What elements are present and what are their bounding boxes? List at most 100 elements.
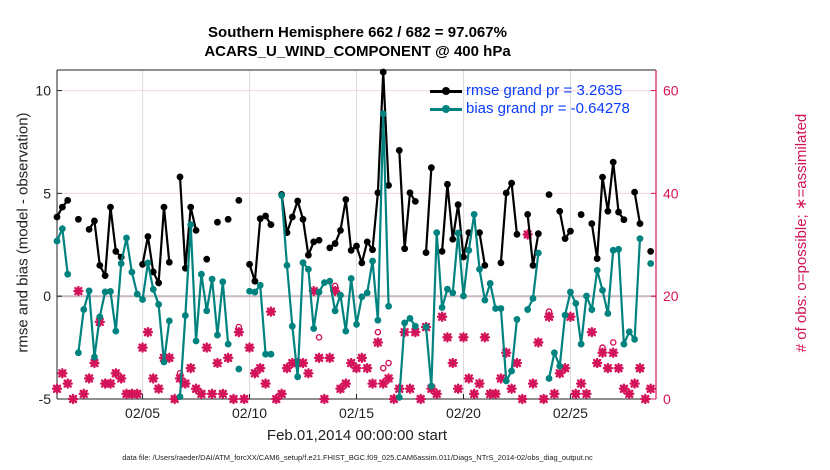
- bias-point: [599, 286, 606, 294]
- obs-assimilated-marker: [233, 326, 245, 338]
- asterisk-stroke: [415, 393, 426, 405]
- bias-point: [310, 325, 318, 332]
- obs-assimilated-marker: [410, 326, 421, 338]
- rmse-point: [449, 235, 457, 243]
- obs-assimilated-marker: [78, 388, 89, 400]
- obs-assimilated-marker: [415, 393, 426, 405]
- data-file-footnote: data file: /Users/raeder/DAI/ATM_forcXX/…: [122, 453, 593, 462]
- bias-point: [374, 316, 382, 324]
- asterisk-stroke: [281, 362, 293, 374]
- asterisk-stroke: [575, 378, 587, 389]
- obs-assimilated-marker: [404, 383, 416, 394]
- obs-assimilated-marker: [319, 393, 330, 405]
- obs-assimilated-marker: [618, 383, 630, 394]
- y-right-tick-label: 60: [663, 83, 679, 99]
- rmse-point: [224, 215, 232, 223]
- rmse-point: [165, 258, 173, 266]
- obs-assimilated-marker: [313, 352, 325, 364]
- bias-point: [192, 337, 200, 345]
- asterisk-stroke: [608, 347, 619, 358]
- rmse-point: [342, 196, 350, 203]
- asterisk-stroke: [297, 357, 309, 369]
- bias-point: [165, 317, 173, 325]
- bias-point: [251, 288, 259, 296]
- bias-point: [96, 313, 104, 321]
- asterisk-stroke: [319, 393, 330, 405]
- bias-point: [176, 393, 184, 401]
- asterisk-stroke: [287, 357, 298, 369]
- asterisk-stroke: [586, 326, 598, 338]
- obs-assimilated-marker: [185, 362, 196, 374]
- chart-title-line-2: ACARS_U_WIND_COMPONENT @ 400 hPa: [204, 43, 511, 60]
- bias-point: [139, 296, 146, 303]
- obs-possible-marker: [315, 334, 323, 341]
- asterisk-stroke: [404, 383, 416, 394]
- obs-assimilated-marker: [613, 362, 624, 374]
- asterisk-stroke: [73, 285, 84, 297]
- obs-assimilated-marker: [463, 373, 475, 384]
- rmse-point: [326, 244, 334, 252]
- bias-point: [470, 210, 478, 218]
- rmse-point: [112, 247, 120, 255]
- obs-assimilated-marker: [196, 388, 207, 400]
- rmse-point: [315, 236, 323, 244]
- rmse-point: [64, 196, 72, 204]
- rmse-point: [101, 272, 109, 280]
- rmse-point: [347, 246, 355, 254]
- bias-point: [353, 320, 360, 328]
- bias-point: [433, 229, 441, 237]
- bias-point: [133, 290, 141, 298]
- asterisk-stroke: [378, 378, 389, 389]
- obs-assimilated-marker: [517, 393, 528, 405]
- obs-assimilated-marker: [249, 368, 261, 379]
- asterisk-stroke: [629, 378, 640, 389]
- legend-label-bias: bias grand pr = -0.64278: [466, 100, 630, 117]
- rmse-point: [567, 227, 574, 235]
- asterisk-stroke: [185, 362, 196, 374]
- bias-point: [117, 260, 125, 267]
- bias-point: [460, 292, 467, 300]
- asterisk-stroke: [597, 347, 608, 358]
- bias-point: [91, 353, 98, 361]
- obs-assimilated-marker: [388, 393, 400, 405]
- asterisk-stroke: [613, 362, 624, 374]
- obs-assimilated-marker: [83, 373, 95, 384]
- obs-assimilated-marker: [297, 357, 309, 369]
- bias-point: [347, 275, 355, 282]
- bias-point: [208, 275, 216, 283]
- obs-assimilated-marker: [559, 362, 571, 374]
- obs-assimilated-marker: [62, 378, 73, 389]
- rmse-point: [534, 230, 542, 238]
- rmse-point: [214, 218, 221, 226]
- rmse-point: [176, 173, 184, 181]
- obs-assimilated-marker: [490, 388, 501, 400]
- asterisk-stroke: [549, 388, 560, 400]
- bias-line: [178, 224, 230, 397]
- asterisk-stroke: [495, 373, 507, 384]
- bias-point: [481, 296, 489, 304]
- asterisk-stroke: [388, 393, 400, 405]
- bias-point: [588, 306, 596, 313]
- obs-assimilated-marker: [485, 388, 496, 400]
- obs-assimilated-marker: [538, 393, 549, 405]
- obs-assimilated-marker: [121, 388, 132, 400]
- obs-assimilated-marker: [340, 378, 352, 389]
- obs-assimilated-marker: [244, 342, 255, 353]
- bias-point: [647, 260, 655, 267]
- rmse-point: [353, 242, 360, 250]
- asterisk-stroke: [201, 342, 212, 353]
- asterisk-stroke: [196, 388, 207, 400]
- bias-point: [283, 261, 291, 269]
- bias-point: [326, 277, 334, 285]
- rmse-point: [299, 215, 307, 223]
- rmse-point: [251, 277, 259, 285]
- rmse-point: [139, 260, 146, 268]
- bias-point: [278, 192, 286, 199]
- rmse-point: [256, 215, 264, 223]
- bias-point: [155, 301, 163, 308]
- asterisk-stroke: [517, 393, 528, 405]
- rmse-point: [508, 179, 515, 187]
- obs-assimilated-marker: [303, 368, 314, 379]
- y-right-tick-label: 20: [663, 288, 679, 304]
- asterisk-stroke: [190, 383, 202, 394]
